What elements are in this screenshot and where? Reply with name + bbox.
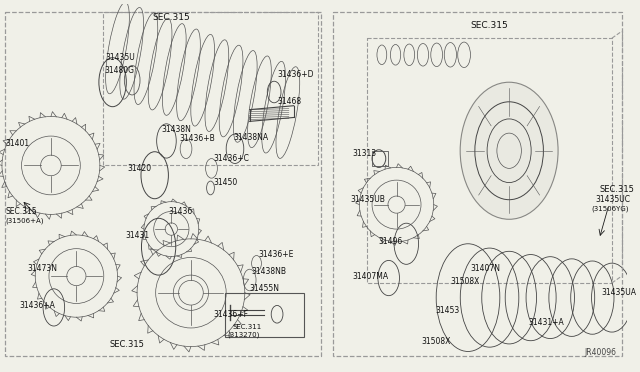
Text: SEC.315: SEC.315 — [110, 340, 145, 349]
Text: 31438NA: 31438NA — [233, 132, 268, 141]
Text: 31436+F: 31436+F — [214, 310, 248, 319]
Text: 31407MA: 31407MA — [353, 272, 388, 280]
Text: SEC.311: SEC.311 — [232, 324, 261, 330]
Text: (31506YG): (31506YG) — [591, 205, 629, 212]
Text: (313270): (313270) — [227, 331, 260, 338]
Text: 31401: 31401 — [6, 140, 30, 148]
Text: 31473N: 31473N — [28, 264, 58, 273]
Text: 31480G: 31480G — [105, 66, 135, 75]
Text: 31496: 31496 — [378, 237, 402, 246]
Text: 31435UA: 31435UA — [601, 288, 636, 297]
Text: 31435UB: 31435UB — [351, 195, 385, 204]
Text: SEC.315: SEC.315 — [152, 13, 190, 22]
Text: 31407N: 31407N — [470, 264, 500, 273]
Text: 31435UC: 31435UC — [595, 195, 630, 204]
Text: 31508X: 31508X — [451, 278, 480, 286]
Text: SEC.315: SEC.315 — [599, 185, 634, 195]
Text: 31436+A: 31436+A — [20, 301, 56, 310]
Text: SEC.315: SEC.315 — [6, 207, 38, 216]
Text: 31453: 31453 — [436, 306, 460, 315]
Text: 31420: 31420 — [127, 164, 152, 173]
Text: 31436+C: 31436+C — [214, 154, 250, 163]
Text: 31436: 31436 — [168, 207, 193, 216]
Text: (31506+A): (31506+A) — [6, 217, 44, 224]
Text: 31436+B: 31436+B — [179, 134, 215, 142]
Text: 31431: 31431 — [125, 231, 150, 240]
Text: 31431+A: 31431+A — [529, 318, 564, 327]
Text: 31436+D: 31436+D — [277, 70, 314, 79]
Text: JR40096: JR40096 — [585, 348, 617, 357]
Text: 31468: 31468 — [277, 97, 301, 106]
Text: 31436+E: 31436+E — [259, 250, 294, 259]
Ellipse shape — [460, 82, 558, 219]
Text: SEC.315: SEC.315 — [470, 21, 508, 30]
Text: 31438NB: 31438NB — [252, 267, 287, 276]
Text: 31313: 31313 — [353, 149, 376, 158]
Text: 31438N: 31438N — [161, 125, 191, 134]
Text: 31450: 31450 — [214, 177, 237, 187]
Text: 31455N: 31455N — [250, 284, 280, 293]
Text: 31508X: 31508X — [421, 337, 451, 346]
Text: 31435U: 31435U — [106, 53, 136, 62]
